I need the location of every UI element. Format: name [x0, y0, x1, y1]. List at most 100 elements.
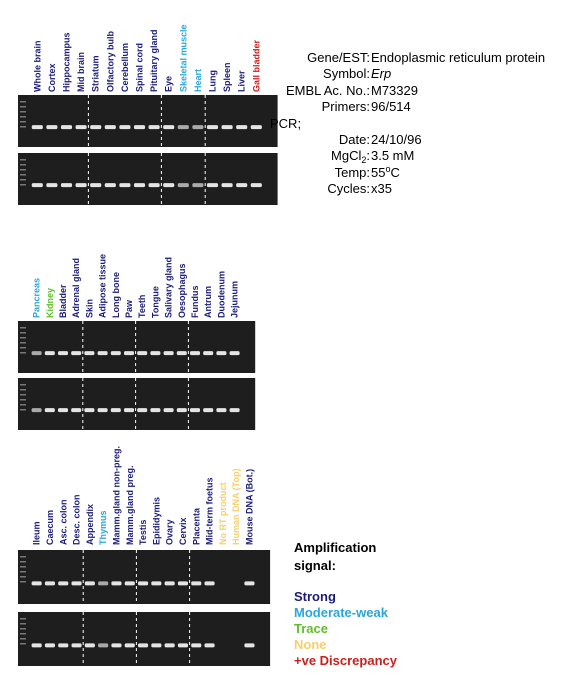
info-value-text: 3.5 mM — [371, 148, 414, 163]
info-label: Cycles: — [327, 181, 370, 196]
ladder — [20, 169, 26, 171]
band — [124, 643, 135, 648]
ladder — [20, 638, 26, 640]
band — [75, 125, 87, 130]
info-label: Date: — [339, 132, 370, 147]
band — [71, 351, 82, 356]
lane-label: Long bone — [111, 272, 121, 318]
legend-item: None — [294, 637, 327, 652]
band — [31, 183, 43, 188]
ladder — [20, 101, 26, 103]
ladder — [20, 164, 26, 166]
info-label-text: MgCl — [331, 148, 361, 163]
info-value-text: Endoplasmic reticulum protein — [371, 50, 545, 65]
gel — [18, 321, 256, 373]
info-value: Erp — [371, 66, 391, 81]
legend-title: signal: — [294, 558, 336, 573]
band — [177, 581, 189, 586]
band — [206, 183, 219, 188]
legend-item: +ve Discrepancy — [294, 653, 398, 668]
band — [164, 581, 175, 586]
lane-label: Cerebellum — [120, 43, 130, 92]
ladder — [20, 327, 26, 329]
info-label-text: Cycles: — [327, 181, 370, 196]
ladder — [20, 337, 26, 339]
lane-label: Pancreas — [32, 278, 42, 318]
band — [137, 408, 148, 413]
legend-item: Trace — [294, 621, 328, 636]
band — [123, 408, 135, 413]
band — [244, 643, 255, 648]
lane-label: Gall bladder — [251, 39, 261, 92]
lane-label: Striatum — [91, 55, 101, 92]
lane-label: Epididymis — [151, 497, 161, 545]
ladder — [20, 159, 26, 161]
info-value: Endoplasmic reticulum protein — [371, 50, 545, 65]
info-label-text: Gene/EST: — [307, 50, 370, 65]
band — [57, 351, 69, 356]
info-value: x35 — [371, 181, 392, 196]
ladder — [20, 394, 26, 396]
lane-label: Whole brain — [32, 41, 42, 93]
info-label: Temp: — [335, 165, 370, 180]
lane-label: No RT product — [218, 483, 228, 546]
lane-label: Heart — [193, 69, 203, 92]
lane-label: Teeth — [137, 295, 147, 318]
band — [163, 408, 174, 413]
lane-label: Tongue — [150, 286, 160, 318]
band — [150, 408, 161, 413]
lane-label: Bladder — [58, 284, 68, 318]
lane-label: Human DNA (Top) — [231, 469, 241, 546]
gel — [18, 378, 256, 430]
legend-item: Strong — [294, 589, 336, 604]
band — [90, 183, 102, 188]
info-value-text: 96/514 — [371, 99, 411, 114]
band — [189, 408, 201, 413]
band — [104, 183, 116, 188]
band — [176, 408, 187, 413]
band — [216, 351, 227, 356]
info-label: Gene/EST: — [307, 50, 370, 65]
ladder — [20, 623, 26, 625]
ladder — [20, 179, 26, 181]
band — [203, 408, 214, 413]
band — [163, 125, 175, 130]
info-value: 96/514 — [371, 99, 411, 114]
band — [46, 125, 58, 130]
lane-label: Mid-term foetus — [205, 478, 215, 546]
band — [137, 643, 149, 648]
band — [60, 125, 73, 130]
band — [163, 183, 175, 188]
lane-label: Cervix — [178, 517, 188, 545]
lane-label: Olfactory bulb — [105, 30, 115, 92]
band — [216, 408, 227, 413]
band — [244, 581, 255, 586]
legend-item: Moderate-weak — [294, 605, 389, 620]
band — [71, 408, 82, 413]
lane-label: Skin — [84, 299, 94, 318]
band — [192, 125, 204, 130]
band — [44, 351, 55, 356]
info-sub: 2 — [361, 155, 366, 165]
info-label: Primers: — [322, 99, 370, 114]
lane-label: Mid brain — [76, 52, 86, 92]
lane-label: Duodenum — [216, 271, 226, 318]
info-label-text: Temp: — [335, 165, 370, 180]
lane-label: Spinal cord — [135, 43, 145, 92]
band — [58, 581, 69, 586]
ladder — [20, 566, 26, 568]
band — [111, 643, 122, 648]
lane-label: Adipose tissue — [98, 254, 108, 318]
ladder — [20, 571, 26, 573]
ladder — [20, 352, 26, 354]
band — [119, 125, 131, 130]
ladder — [20, 384, 26, 386]
info-label: MgCl2: — [331, 148, 370, 165]
band — [250, 125, 262, 130]
lane-label: Mamm.gland preg. — [125, 465, 135, 545]
lane-label: Mouse DNA (Bot.) — [244, 469, 254, 545]
band — [229, 408, 240, 413]
ladder — [20, 106, 26, 108]
band — [191, 581, 202, 586]
band — [176, 351, 187, 356]
